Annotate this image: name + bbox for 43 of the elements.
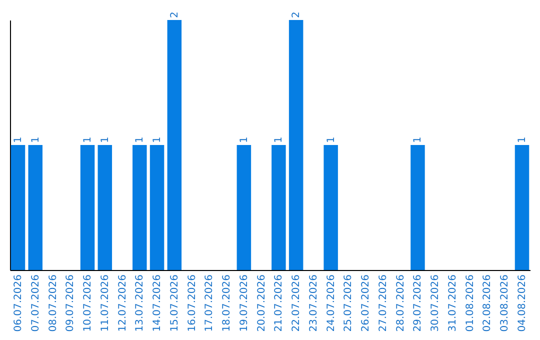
x-tick-label: 02.08.2026 (482, 274, 494, 332)
x-tick-label: 16.07.2026 (186, 274, 198, 332)
x-tick-label: 18.07.2026 (222, 274, 233, 332)
data-label: 1 (134, 136, 146, 143)
x-tick-label: 29.07.2026 (412, 274, 424, 332)
x-tick-label: 21.07.2026 (274, 274, 285, 332)
x-tick-label: 20.07.2026 (256, 274, 268, 332)
x-tick-label: 12.07.2026 (117, 274, 128, 332)
data-label: 1 (326, 136, 337, 143)
x-tick-label: 03.08.2026 (500, 274, 511, 332)
x-tick-label: 01.08.2026 (464, 274, 476, 332)
x-tick-label: 04.08.2026 (517, 274, 528, 332)
data-label: 1 (12, 136, 24, 143)
x-tick-label: 30.07.2026 (430, 274, 442, 332)
x-tick-label: 17.07.2026 (204, 274, 216, 332)
x-tick-label: 13.07.2026 (134, 274, 146, 332)
x-tick-label: 22.07.2026 (291, 274, 302, 332)
x-tick-label: 23.07.2026 (308, 274, 320, 332)
x-tick-label: 11.07.2026 (100, 274, 111, 332)
x-tick-label: 31.07.2026 (447, 274, 458, 332)
data-label: 1 (238, 136, 250, 143)
data-label: 1 (100, 136, 111, 143)
x-tick-label: 14.07.2026 (152, 274, 164, 332)
x-tick-label: 27.07.2026 (378, 274, 389, 332)
data-label: 2 (291, 12, 302, 18)
x-tick-label: 10.07.2026 (82, 274, 94, 332)
x-tick-label: 19.07.2026 (238, 274, 250, 332)
x-tick-label: 09.07.2026 (65, 274, 76, 332)
data-label: 1 (274, 136, 285, 143)
data-label: 1 (152, 136, 164, 143)
data-label: 1 (30, 136, 42, 143)
x-tick-label: 24.07.2026 (326, 274, 337, 332)
x-tick-label: 28.07.2026 (395, 274, 406, 332)
data-label: 1 (412, 136, 424, 143)
x-tick-label: 08.07.2026 (48, 274, 59, 332)
x-tick-label: 15.07.2026 (169, 274, 180, 332)
x-tick-label: 26.07.2026 (360, 274, 372, 332)
data-label: 1 (517, 136, 528, 143)
x-tick-label: 06.07.2026 (12, 274, 24, 332)
x-tick-label: 07.07.2026 (30, 274, 42, 332)
x-tick-label: 25.07.2026 (343, 274, 354, 332)
data-label: 1 (82, 136, 94, 143)
data-label: 2 (169, 12, 180, 18)
